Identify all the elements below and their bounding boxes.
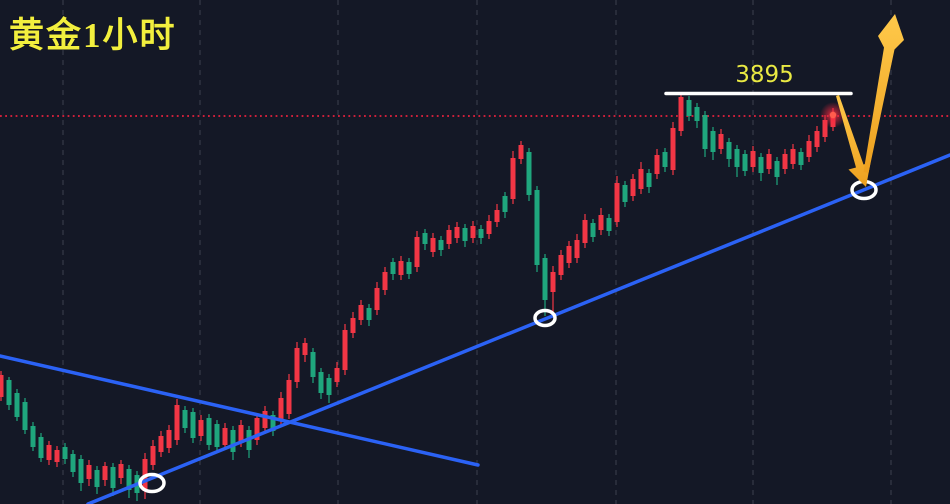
price-glow-core xyxy=(829,111,837,119)
candles xyxy=(0,93,836,501)
arrow-down-to-trendline xyxy=(836,95,871,187)
resistance-price-label: 3895 xyxy=(735,62,794,88)
chart-title: 黄金1小时 xyxy=(9,16,177,55)
gridlines xyxy=(62,0,892,504)
descending-trendline xyxy=(0,354,480,467)
touch-circle xyxy=(533,308,557,328)
ascending-trendline xyxy=(86,153,950,504)
arrow-up-bounce xyxy=(863,14,904,173)
touch-circle xyxy=(138,472,166,494)
